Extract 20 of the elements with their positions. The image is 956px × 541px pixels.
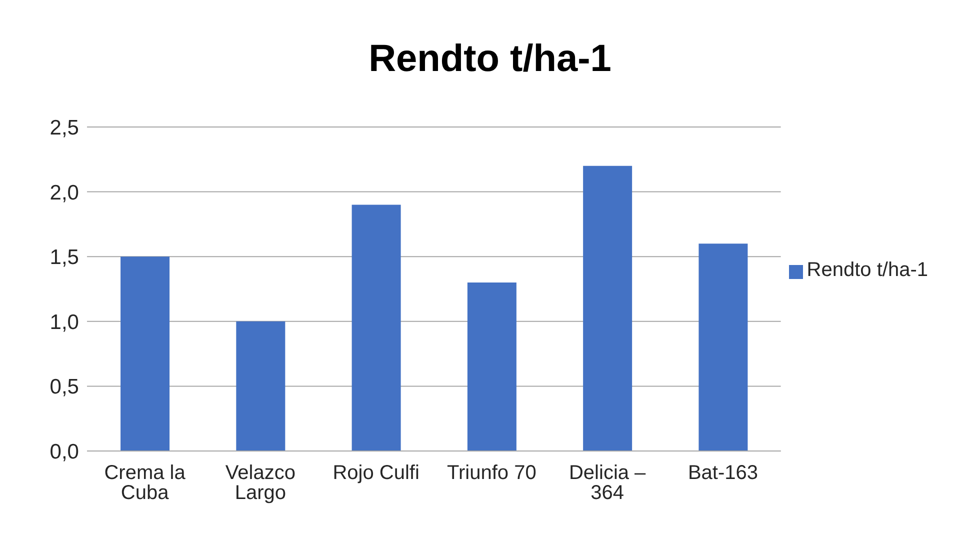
- x-tick-label: Delicia – 364: [568, 462, 647, 504]
- bar: [698, 244, 748, 451]
- x-tick-label: Velazco Largo: [225, 462, 296, 504]
- bar: [352, 204, 401, 451]
- chart-title: Rendto t/ha-1: [368, 38, 612, 81]
- bar: [583, 166, 632, 451]
- x-tick-label: Crema la Cuba: [104, 462, 186, 504]
- y-tick-label: 0,5: [50, 376, 79, 399]
- x-tick-label: Bat-163: [688, 462, 758, 484]
- y-tick-label: 1,0: [50, 310, 79, 334]
- y-tick-label: 1,5: [50, 246, 79, 270]
- y-tick-label: 0,0: [50, 440, 79, 464]
- bar: [236, 321, 286, 451]
- x-tick-label: Rojo Culfi: [332, 462, 420, 484]
- bar: [120, 256, 170, 451]
- x-tick-label: Triunfo 70: [447, 462, 536, 484]
- legend-label: Rendto t/ha-1: [806, 259, 928, 281]
- y-tick-label: 2,0: [50, 181, 79, 204]
- bar: [467, 282, 516, 451]
- y-tick-label: 2,5: [50, 116, 79, 140]
